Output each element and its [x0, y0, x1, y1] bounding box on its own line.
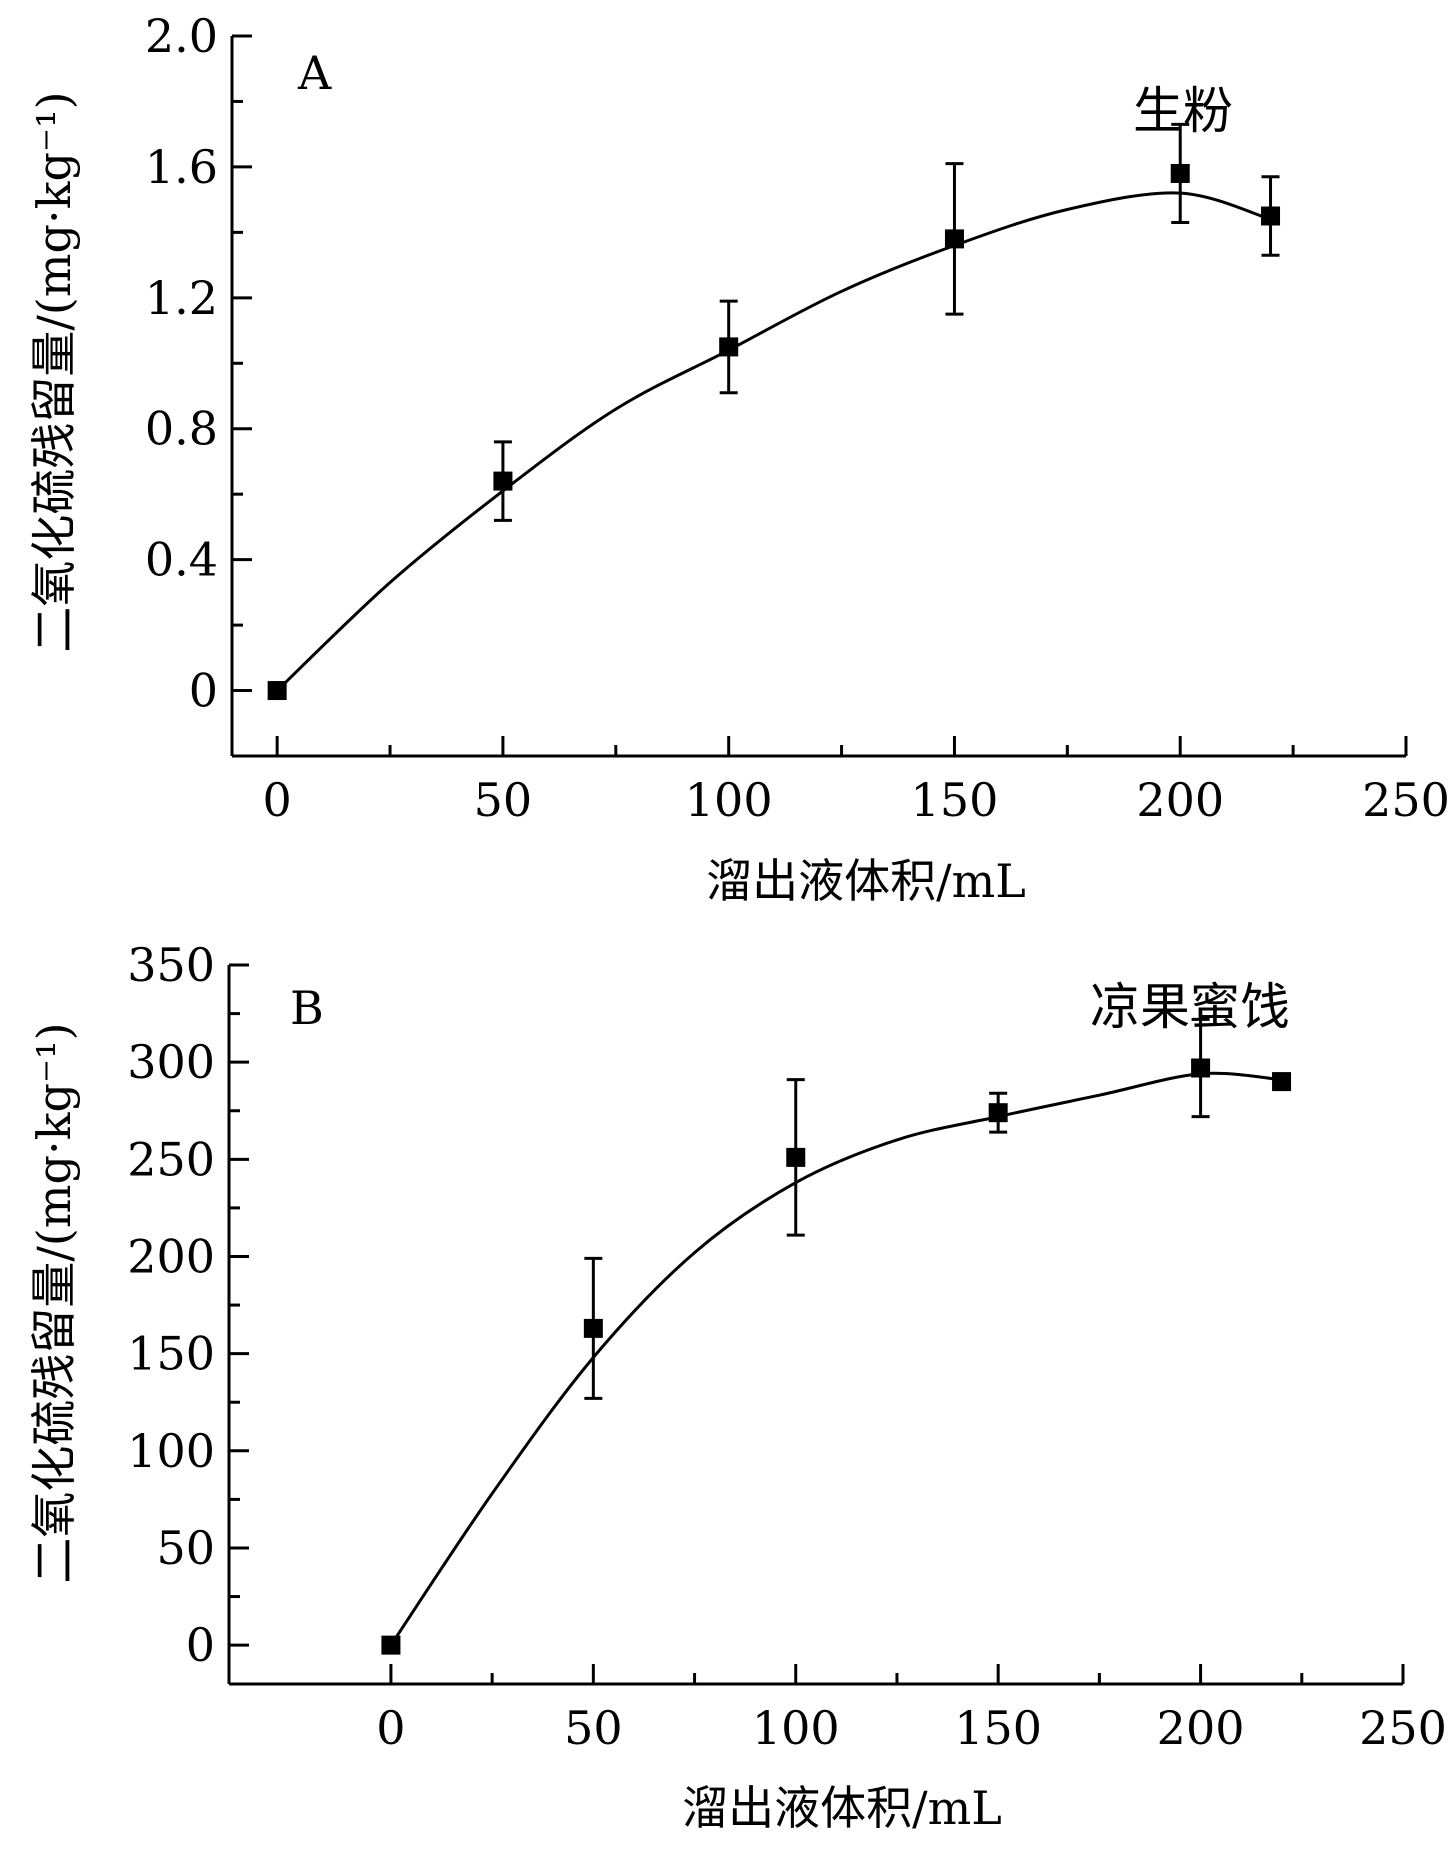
panel-letter: A — [297, 46, 332, 100]
data-point — [944, 229, 964, 249]
x-axis-title: 溜出液体积/mL — [682, 1781, 1002, 1835]
sample-annotation: 凉果蜜饯 — [1090, 978, 1290, 1036]
y-tick-label: 300 — [127, 1035, 215, 1089]
fit-curve — [276, 191, 1271, 692]
y-axis-title: 二氧化硫残留量/(mg·kg⁻¹) — [27, 91, 81, 652]
y-tick-label: 50 — [156, 1521, 215, 1575]
x-tick-label: 0 — [376, 1701, 405, 1755]
x-tick-label: 250 — [1359, 1701, 1447, 1755]
data-point — [1261, 206, 1281, 226]
y-tick-label: 0 — [186, 1618, 215, 1672]
y-tick-label: 100 — [127, 1424, 215, 1478]
data-point — [493, 471, 513, 491]
data-point — [719, 337, 739, 357]
data-point — [1170, 163, 1190, 183]
x-tick-label: 150 — [954, 1701, 1042, 1755]
x-tick-label: 100 — [685, 773, 773, 827]
x-tick-label: 200 — [1136, 773, 1224, 827]
y-tick-label: 0 — [189, 664, 218, 718]
x-tick-label: 50 — [564, 1701, 623, 1755]
x-tick-label: 100 — [752, 1701, 840, 1755]
y-axis-title: 二氧化硫残留量/(mg·kg⁻¹) — [27, 1022, 81, 1583]
data-point — [988, 1103, 1008, 1123]
fit-curve — [389, 1071, 1282, 1646]
y-tick-label: 150 — [127, 1327, 215, 1381]
data-point — [267, 681, 287, 701]
sample-annotation: 生粉 — [1133, 82, 1233, 140]
x-tick-label: 150 — [911, 773, 999, 827]
y-tick-label: 1.6 — [145, 140, 218, 194]
panel-a: 0 0.4 0.8 1.2 1.6 2.0 0 50 100 150 200 250 溜出液体积/mL 二… — [27, 9, 1448, 908]
data-point — [1191, 1058, 1211, 1078]
y-tick-label: 350 — [127, 938, 215, 992]
y-tick-label: 200 — [127, 1229, 215, 1283]
x-tick-label: 50 — [474, 773, 533, 827]
panel-letter: B — [290, 981, 324, 1035]
panel-b: 0 50 100 150 200 250 300 350 0 50 100 150 200 250 溜出液体… — [27, 938, 1447, 1835]
y-tick-label: 0.8 — [145, 402, 218, 456]
y-tick-label: 1.2 — [145, 271, 218, 325]
data-point — [381, 1635, 401, 1655]
x-tick-label: 250 — [1362, 773, 1448, 827]
y-tick-label: 250 — [127, 1132, 215, 1186]
y-tick-label: 0.4 — [145, 533, 218, 587]
y-tick-label: 2.0 — [145, 9, 218, 63]
data-point — [1272, 1072, 1292, 1092]
x-axis-title: 溜出液体积/mL — [706, 854, 1026, 908]
data-point — [583, 1318, 603, 1338]
x-tick-label: 0 — [263, 773, 292, 827]
x-tick-label: 200 — [1157, 1701, 1245, 1755]
data-point — [786, 1147, 806, 1167]
